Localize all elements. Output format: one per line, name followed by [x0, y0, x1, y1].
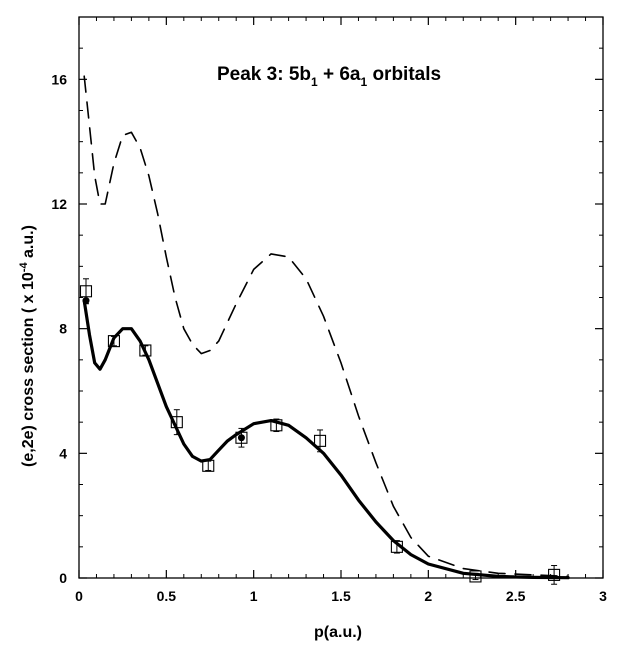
x-tick-label: 3	[599, 588, 607, 604]
data-point-square	[202, 459, 215, 472]
y-tick-label: 16	[51, 71, 67, 87]
x-axis-label: p(a.u.)	[314, 624, 362, 641]
y-tick-label: 12	[51, 196, 67, 212]
plot-frame	[78, 16, 604, 579]
solid-curve	[82, 299, 570, 580]
y-tick-label: 4	[59, 445, 67, 461]
chart-title: Peak 3: 5b1 + 6a1 orbitals	[217, 64, 441, 89]
x-tick-label: 0.5	[157, 588, 177, 604]
data-point-square	[270, 419, 283, 432]
x-tick-label: 2.5	[506, 588, 526, 604]
data-point-square	[235, 431, 248, 444]
plot-area: 0 0.5 1 1.5 2 2.5 3 0 4 8 12 16	[51, 16, 607, 604]
data-point-square	[548, 568, 561, 581]
data-point-dot	[82, 297, 90, 305]
data-point-square	[170, 416, 183, 429]
data-point-square	[313, 434, 327, 447]
y-tick-label: 0	[59, 570, 67, 586]
x-tick-label: 1.5	[331, 588, 351, 604]
data-point-square	[79, 285, 93, 298]
data-point-square	[139, 344, 152, 357]
dashed-curve	[83, 75, 569, 578]
data-point-dot	[237, 434, 245, 442]
x-tick-label: 2	[424, 588, 432, 604]
data-point-square	[469, 570, 482, 583]
y-tick-label: 8	[59, 321, 67, 337]
x-tick-label: 0	[75, 588, 83, 604]
data-point-square	[390, 540, 403, 553]
data-point-square	[107, 335, 120, 348]
x-tick-label: 1	[250, 588, 258, 604]
y-axis-label: (e,2e) cross section ( x 10-4 a.u.)	[18, 225, 37, 467]
